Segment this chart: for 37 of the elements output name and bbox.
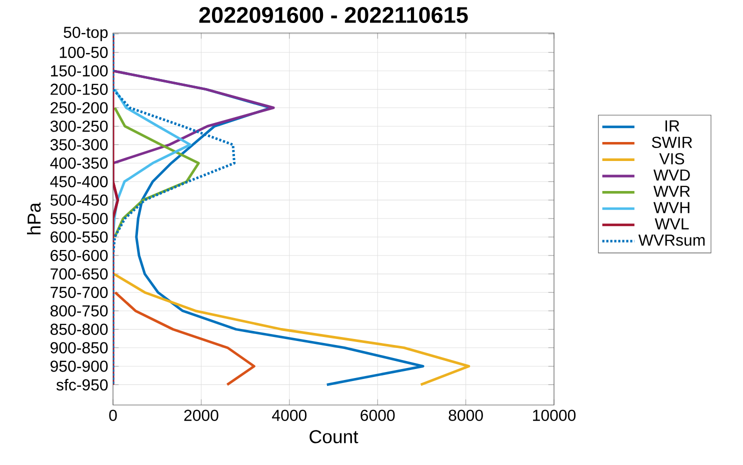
legend-label: WVD bbox=[653, 170, 690, 181]
x-tick-label: 4000 bbox=[272, 410, 307, 421]
y-tick-label: sfc-950 bbox=[56, 378, 108, 391]
y-tick-label: 800-750 bbox=[50, 305, 108, 316]
legend-label: WVRsum bbox=[638, 234, 705, 246]
legend-label: VIS bbox=[659, 153, 684, 164]
y-tick-label: 550-500 bbox=[50, 212, 108, 224]
x-tick-label: 0 bbox=[109, 410, 117, 421]
y-tick-label: 250-200 bbox=[50, 102, 108, 114]
chart-title: 2022091600 - 2022110615 bbox=[199, 7, 468, 24]
y-tick-label: 50-top bbox=[64, 26, 108, 42]
y-tick-label: 300-250 bbox=[50, 120, 108, 132]
x-tick-label: 6000 bbox=[360, 410, 395, 421]
y-tick-label: 750-700 bbox=[50, 286, 108, 298]
x-tick-label: 2000 bbox=[184, 410, 218, 421]
y-tick-label: 100-50 bbox=[60, 46, 108, 58]
y-tick-label: 850-800 bbox=[50, 324, 108, 335]
y-tick-label: 450-400 bbox=[50, 176, 108, 188]
legend-label: WVR bbox=[653, 186, 690, 197]
y-tick-label: 700-650 bbox=[50, 268, 108, 280]
y-tick-label: 400-350 bbox=[50, 158, 108, 169]
y-tick-label: 900-850 bbox=[50, 342, 108, 354]
x-axis-title: Count bbox=[310, 430, 358, 444]
legend-label: IR bbox=[666, 120, 680, 132]
y-tick-label: 150-100 bbox=[51, 65, 108, 76]
x-tick-label: 8000 bbox=[448, 410, 483, 421]
y-tick-label: 350-300 bbox=[50, 139, 108, 150]
y-tick-label: 650-600 bbox=[50, 250, 108, 262]
y-tick-label: 200-150 bbox=[50, 84, 108, 95]
y-tick-label: 500-450 bbox=[50, 194, 108, 206]
legend-label: SWIR bbox=[652, 136, 692, 148]
y-tick-label: 600-550 bbox=[50, 231, 108, 243]
legend-label: WVL bbox=[654, 218, 689, 230]
y-axis-title: hPa bbox=[27, 202, 41, 234]
x-tick-label: 10000 bbox=[533, 410, 576, 421]
y-tick-label: 950-900 bbox=[50, 360, 108, 372]
legend-label: WVH bbox=[653, 202, 690, 214]
